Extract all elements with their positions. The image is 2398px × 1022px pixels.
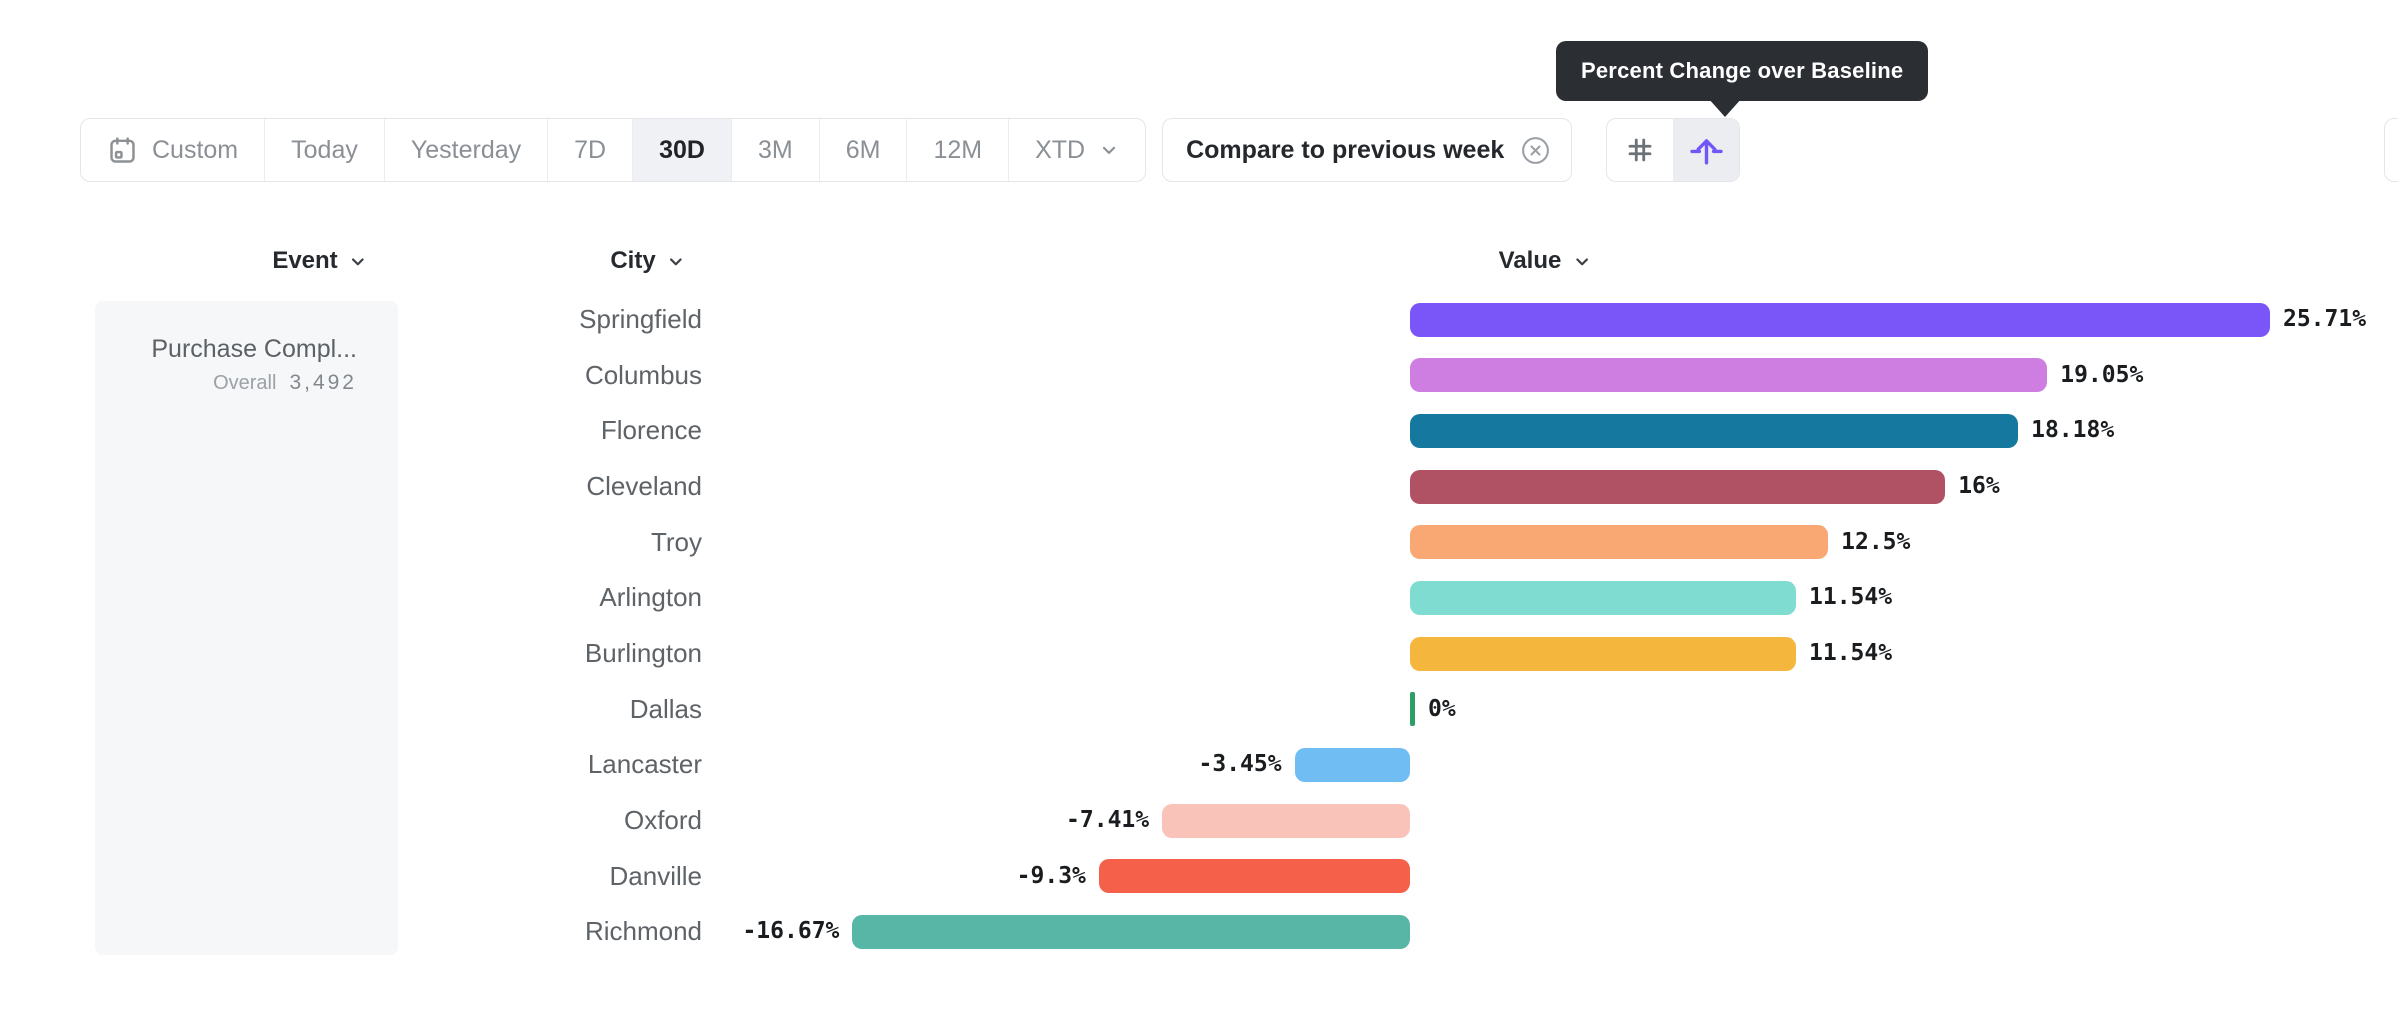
- value-label: -16.67%: [742, 918, 840, 945]
- bar[interactable]: [1410, 469, 1946, 504]
- city-label: Columbus: [584, 359, 702, 390]
- calendar-icon: [110, 136, 135, 163]
- value-label: 19.05%: [2060, 361, 2144, 388]
- bar[interactable]: [1162, 803, 1410, 838]
- chart-row: Burlington 11.54%: [0, 626, 2398, 682]
- date-range-label: Custom: [152, 135, 239, 164]
- chevron-down-icon: [1576, 257, 1588, 265]
- event-overall-row: Overall 3,492: [136, 371, 357, 395]
- date-range-30d[interactable]: 30D: [633, 119, 732, 181]
- column-header-city[interactable]: City: [610, 244, 685, 278]
- tooltip-text: Percent Change over Baseline: [1581, 58, 1904, 83]
- absolute-values-button[interactable]: [1607, 119, 1673, 181]
- city-label: Cleveland: [586, 470, 702, 501]
- city-label: Springfield: [579, 304, 702, 334]
- bar[interactable]: [1294, 748, 1410, 783]
- date-range-label: Today: [291, 135, 358, 164]
- chart-row: Columbus 19.05%: [0, 348, 2398, 404]
- city-label: Danville: [609, 860, 703, 891]
- chart-row: Lancaster -3.45%: [0, 737, 2398, 793]
- date-range-label: 6M: [845, 135, 881, 164]
- value-label: -7.41%: [1066, 806, 1150, 833]
- chart-row: Dallas 0%: [0, 682, 2398, 738]
- bar[interactable]: [1410, 581, 1796, 616]
- city-label: Arlington: [599, 582, 702, 613]
- bar[interactable]: [1410, 525, 1829, 560]
- value-label: -9.3%: [1016, 862, 1086, 889]
- value-label: 25.71%: [2282, 306, 2367, 332]
- date-range-label: 12M: [933, 135, 983, 164]
- date-range-label: Yesterday: [410, 135, 522, 164]
- date-range-xtd[interactable]: XTD: [1009, 119, 1145, 181]
- tooltip-arrow: [1708, 98, 1742, 117]
- chart-row: Oxford -7.41%: [0, 793, 2398, 849]
- date-range-custom[interactable]: Custom: [81, 119, 266, 181]
- chart-row: Troy 12.5%: [0, 515, 2398, 571]
- partial-button-right-edge[interactable]: [2384, 118, 2398, 182]
- value-label: 0%: [1428, 695, 1456, 722]
- city-label: Richmond: [584, 916, 702, 947]
- bar[interactable]: [1410, 414, 2019, 449]
- city-label: Lancaster: [587, 749, 702, 780]
- bar[interactable]: [1410, 692, 1415, 727]
- chart-row: Cleveland 16%: [0, 459, 2398, 515]
- date-range-group: Custom Today Yesterday 7D 30D 3M 6M 12M …: [80, 118, 1147, 182]
- close-circle-icon[interactable]: [1520, 135, 1551, 166]
- toolbar: Custom Today Yesterday 7D 30D 3M 6M 12M …: [80, 118, 1741, 182]
- bar[interactable]: [1410, 636, 1796, 671]
- column-header-value[interactable]: Value: [1499, 244, 1592, 278]
- compare-chip-label: Compare to previous week: [1186, 135, 1505, 164]
- tooltip: Percent Change over Baseline: [1556, 41, 1929, 101]
- column-header-label: Value: [1498, 247, 1562, 274]
- date-range-today[interactable]: Today: [265, 119, 385, 181]
- value-display-toggle: [1606, 118, 1741, 182]
- chevron-down-icon: [1103, 146, 1116, 154]
- value-label: 16%: [1958, 472, 2000, 499]
- bar[interactable]: [852, 915, 1410, 950]
- chevron-down-icon: [352, 257, 365, 265]
- date-range-label: 7D: [574, 135, 607, 164]
- column-header-event[interactable]: Event: [272, 244, 367, 278]
- value-label: 12.5%: [1841, 528, 1911, 555]
- chart-row: Springfield 25.71%: [0, 292, 2398, 348]
- bar-chart: Springfield 25.71% Columbus 19.05% Florence 1…: [0, 292, 2398, 960]
- date-range-label: XTD: [1035, 135, 1086, 164]
- bar[interactable]: [1098, 859, 1410, 894]
- date-range-label: 3M: [757, 135, 793, 164]
- compare-chip[interactable]: Compare to previous week: [1162, 118, 1573, 182]
- date-range-7d[interactable]: 7D: [548, 119, 634, 181]
- chevron-down-icon: [670, 257, 683, 265]
- percent-change-over-baseline-button[interactable]: [1673, 119, 1740, 181]
- date-range-12m[interactable]: 12M: [907, 119, 1010, 181]
- overall-label: Overall: [213, 372, 277, 394]
- bar[interactable]: [1410, 302, 2270, 337]
- overall-value: 3,492: [289, 371, 357, 394]
- date-range-yesterday[interactable]: Yesterday: [385, 119, 549, 181]
- city-label: Oxford: [623, 804, 702, 835]
- chart-row: Richmond -16.67%: [0, 904, 2398, 960]
- date-range-3m[interactable]: 3M: [732, 119, 820, 181]
- column-header-label: City: [610, 247, 656, 274]
- city-label: Burlington: [584, 637, 702, 668]
- value-label: 18.18%: [2031, 417, 2115, 444]
- hash-icon: [1628, 138, 1652, 162]
- event-panel[interactable]: Purchase Compl... Overall 3,492: [95, 301, 398, 955]
- date-range-label: 30D: [659, 135, 705, 164]
- column-header-label: Event: [272, 247, 338, 274]
- bar[interactable]: [1410, 358, 2048, 393]
- value-label: 11.54%: [1809, 639, 1893, 666]
- city-label: Florence: [600, 415, 702, 446]
- value-label: -3.45%: [1198, 751, 1282, 778]
- chart-row: Danville -9.3%: [0, 849, 2398, 905]
- date-range-6m[interactable]: 6M: [820, 119, 908, 181]
- city-label: Troy: [650, 526, 702, 557]
- baseline-arrow-icon: [1690, 138, 1723, 165]
- value-label: 11.54%: [1809, 584, 1893, 611]
- city-label: Dallas: [629, 693, 702, 724]
- chart-row: Arlington 11.54%: [0, 570, 2398, 626]
- event-title: Purchase Compl...: [151, 335, 357, 363]
- chart-row: Florence 18.18%: [0, 403, 2398, 459]
